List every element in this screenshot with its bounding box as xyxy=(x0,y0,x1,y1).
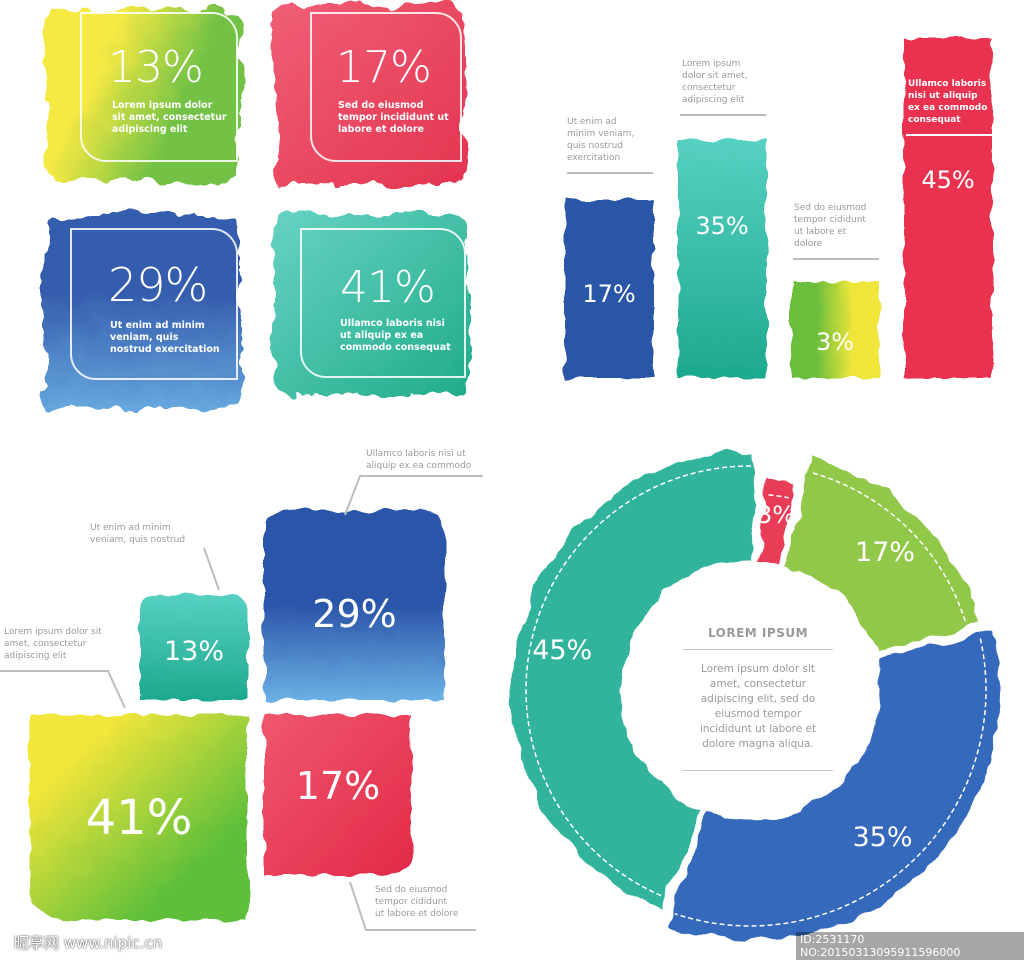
bar-2-annotation-4: adipiscing elit xyxy=(682,95,745,105)
donut-slice-3 xyxy=(666,631,1000,940)
donut-slice-dash-3 xyxy=(674,638,987,927)
bar-2-leader xyxy=(680,114,766,116)
watermark-right: ID:2531170 NO:20150313095911596000 xyxy=(796,932,1024,960)
donut-title: LOREM IPSUM xyxy=(707,626,809,640)
blob-41-annotation-3: adipiscing elit xyxy=(4,651,67,661)
donut-slice-dash-2 xyxy=(812,472,967,623)
donut-label-1: 3% xyxy=(757,501,795,529)
blob-17-value: 17% xyxy=(295,764,381,808)
bar-1-annotation-3: quis nostrud xyxy=(567,141,624,151)
card-41-text-1: Ullamco laboris nisi xyxy=(340,318,445,329)
bar-4-annotation-1: Ullamco laboris xyxy=(908,79,987,89)
card-29-text-1: Ut enim ad minim xyxy=(110,320,205,331)
donut-slice-4 xyxy=(512,452,757,911)
blob-13-value: 13% xyxy=(163,636,224,667)
donut-center-line-2: amet, consectetur xyxy=(709,678,807,690)
donut-label-4: 45% xyxy=(532,635,592,666)
bar-4-annotation-3: ex ea commodo xyxy=(908,103,988,113)
donut-center-line-5: incididunt ut labore et xyxy=(699,723,817,735)
blob-41-value: 41% xyxy=(85,790,193,846)
bar-1-annotation-2: minim veniam, xyxy=(567,129,635,139)
bar-4-label: 45% xyxy=(921,166,975,194)
watermark-left: 昵享网 www.nipic.cn xyxy=(14,934,163,952)
bar-1-annotation-4: exercitation xyxy=(567,153,621,163)
blob-29-annotation-2: aliquip ex ea commodo xyxy=(366,461,472,471)
card-17-value: 17% xyxy=(336,42,432,93)
donut-center-line-4: eiusmod tempor xyxy=(714,708,802,720)
bar-4-annotation-2: nisi ut aliquip xyxy=(908,91,978,101)
donut-slice-dash-1 xyxy=(768,494,789,499)
card-frame-13 xyxy=(80,12,238,162)
bar-2-annotation-2: dolor sit amet, xyxy=(682,71,748,81)
donut-label-3: 35% xyxy=(852,822,912,853)
card-41-value: 41% xyxy=(340,262,436,313)
bar-4-leader xyxy=(906,134,992,136)
bar-3-annotation-4: dolore xyxy=(794,239,823,249)
blob-13-annotation-2: veniam, quis nostrud xyxy=(90,535,186,545)
blob-17-annotation-1: Sed do eiusmod xyxy=(375,885,448,895)
bar-3-leader xyxy=(793,258,879,260)
bar-3-annotation-2: tempor cididunt xyxy=(794,215,866,225)
card-17-text-3: labore et dolore xyxy=(338,124,424,135)
bar-2-annotation-1: Lorem ipsum xyxy=(682,59,741,69)
bar-1-annotation-1: Ut enim ad xyxy=(567,117,617,127)
blob-17-annotation-3: ut labore et dolore xyxy=(375,909,459,919)
card-13-text-3: adipiscing elit xyxy=(112,124,188,135)
donut-center-line-6: dolore magna aliqua. xyxy=(702,738,814,750)
card-17-text-2: tempor incididunt ut xyxy=(338,112,449,123)
donut-title-rule xyxy=(683,649,833,650)
blob-17-annotation-2: tempor cididunt xyxy=(375,897,447,907)
donut-label-2: 17% xyxy=(855,537,915,568)
donut-center-rule xyxy=(683,770,833,771)
card-41-text-3: commodo consequat xyxy=(340,342,451,353)
card-29-value: 29% xyxy=(108,258,208,312)
blob-29-value: 29% xyxy=(312,592,397,636)
card-frame-29 xyxy=(70,228,238,380)
bar-2-annotation-3: consectetur xyxy=(682,83,736,93)
card-13-text-2: sit amet, consectetur xyxy=(112,112,227,123)
bar-3-annotation-1: Sed do eiusmod xyxy=(794,203,867,213)
bar-4-annotation-4: consequat xyxy=(908,115,961,125)
card-29-text-3: nostrud exercitation xyxy=(110,344,220,355)
donut-slice-2 xyxy=(784,458,981,654)
blob-41-annotation-2: amet, consectetur xyxy=(4,639,87,649)
donut-center-line-1: Lorem ipsum dolor sit xyxy=(700,663,816,675)
donut-center-line-3: adipiscing elit, sed do xyxy=(700,693,816,705)
card-13-text-1: Lorem ipsum dolor xyxy=(112,100,213,111)
bar-3-annotation-3: ut labore et xyxy=(794,227,847,237)
bar-1-label: 17% xyxy=(582,280,636,308)
bar-3-label: 3% xyxy=(815,328,855,356)
card-41-text-2: ut aliquip ex ea xyxy=(340,330,424,341)
blob-13-annotation-1: Ut enim ad minim xyxy=(90,523,171,533)
blob-41-annotation-1: Lorem ipsum dolor sit xyxy=(4,627,102,637)
blob-29-annotation-1: Ullamco laboris nisi ut xyxy=(366,449,466,459)
donut-slice-1 xyxy=(759,480,796,564)
card-frame-41 xyxy=(300,228,466,378)
card-29-text-2: veniam, quis xyxy=(110,332,179,343)
card-13-value: 13% xyxy=(108,42,204,93)
bar-2-label: 35% xyxy=(695,212,749,240)
donut-slice-dash-4 xyxy=(525,465,753,897)
bar-1-leader xyxy=(567,172,653,174)
card-17-text-1: Sed do eiusmod xyxy=(338,100,424,111)
card-frame-17 xyxy=(310,12,462,162)
